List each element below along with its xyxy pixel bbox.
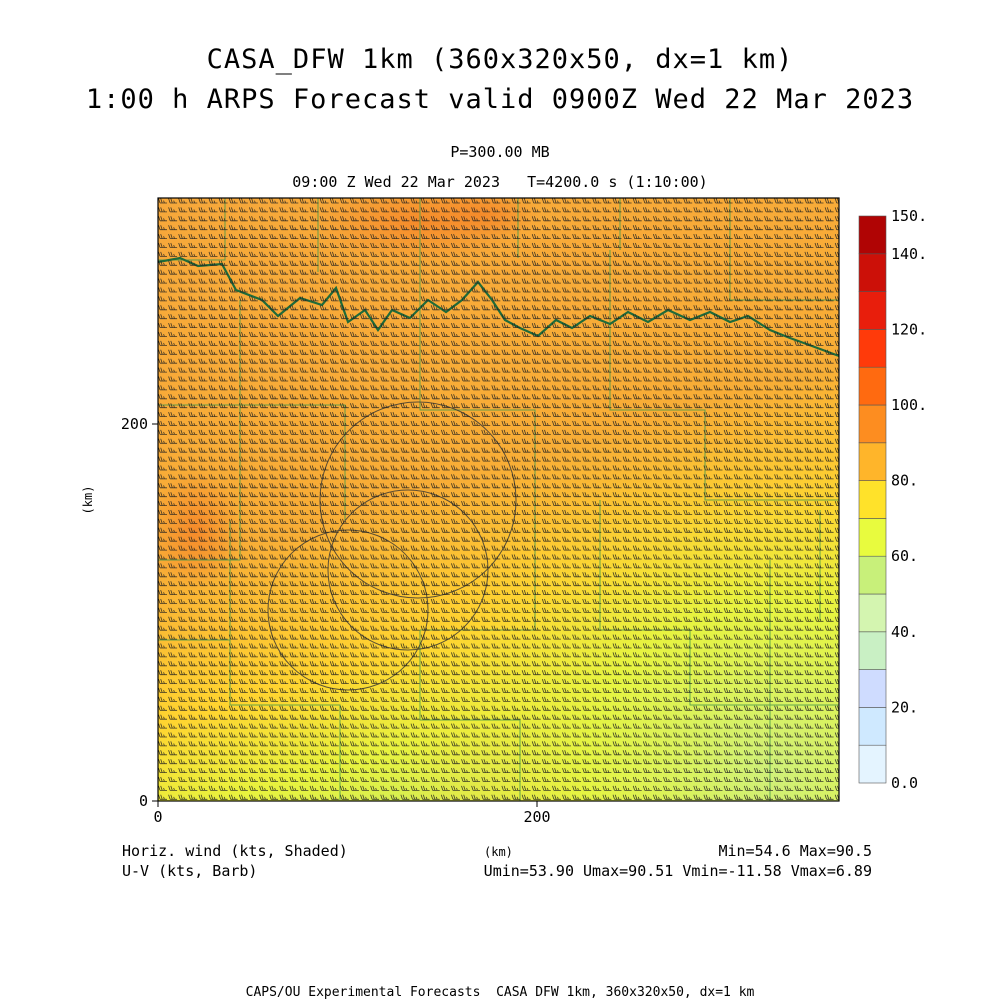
y-tick-label: 200 xyxy=(121,415,148,433)
axis-ticks xyxy=(152,423,538,807)
colorbar-tick-label: 120. xyxy=(891,320,927,338)
colorbar-bin xyxy=(858,329,887,368)
y-axis-label: (km) xyxy=(81,486,95,515)
colorbar-bin xyxy=(858,215,887,255)
colorbar-tick-label: 100. xyxy=(891,396,927,414)
colorbar-bin xyxy=(858,291,887,330)
colorbar-bin xyxy=(858,631,887,670)
colorbar-tick-label: 60. xyxy=(891,547,918,565)
colorbar-bin xyxy=(858,707,887,746)
colorbar-bin xyxy=(858,593,887,633)
radar-range-rings xyxy=(267,401,517,691)
colorbar-tick-label: 150. xyxy=(891,207,927,225)
colorbar-bin xyxy=(858,555,887,595)
pressure-level-label: P=300.00 MB xyxy=(450,143,550,161)
y-tick-label: 0 xyxy=(139,792,148,810)
chart-title-line1: CASA_DFW 1km (360x320x50, dx=1 km) xyxy=(206,44,794,75)
colorbar-tick-label: 140. xyxy=(891,245,927,263)
colorbar-tick-label: 40. xyxy=(891,623,918,641)
colorbar-bin xyxy=(858,744,887,784)
valid-time-label: 09:00 Z Wed 22 Mar 2023 T=4200.0 s (1:10… xyxy=(292,173,708,191)
barb-lattice xyxy=(158,198,839,800)
colorbar-bin xyxy=(858,669,887,708)
chart-title-line2: 1:00 h ARPS Forecast valid 0900Z Wed 22 … xyxy=(85,84,915,115)
x-axis-label: (km) xyxy=(484,845,513,859)
colorbar-bin xyxy=(858,518,887,557)
colorbar-tick-label: 0.0 xyxy=(891,774,918,792)
legend-shaded-field: Horiz. wind (kts, Shaded) xyxy=(122,842,348,860)
credit-line: CAPS/OU Experimental Forecasts CASA DFW … xyxy=(245,985,755,1000)
colorbar-bin xyxy=(858,480,887,519)
colorbar-tick-label: 80. xyxy=(891,472,918,490)
wind-barbs xyxy=(158,198,839,800)
component-min-max: Umin=53.90 Umax=90.51 Vmin=-11.58 Vmax=6… xyxy=(483,862,872,880)
colorbar-bin xyxy=(858,366,887,406)
field-min-max: Min=54.6 Max=90.5 xyxy=(718,842,872,860)
colorbar-bin xyxy=(858,442,887,481)
colorbar-bin xyxy=(858,253,887,292)
x-tick-label: 0 xyxy=(153,808,162,826)
legend-barb-field: U-V (kts, Barb) xyxy=(122,862,258,880)
colorbar-tick-label: 20. xyxy=(891,698,918,716)
x-tick-label: 200 xyxy=(523,808,550,826)
plot-frame xyxy=(157,197,840,802)
colorbar: 0.0 20. 40. 60. 80. 100. 120. 140. 150. xyxy=(858,207,927,792)
colorbar-bin xyxy=(858,404,887,444)
